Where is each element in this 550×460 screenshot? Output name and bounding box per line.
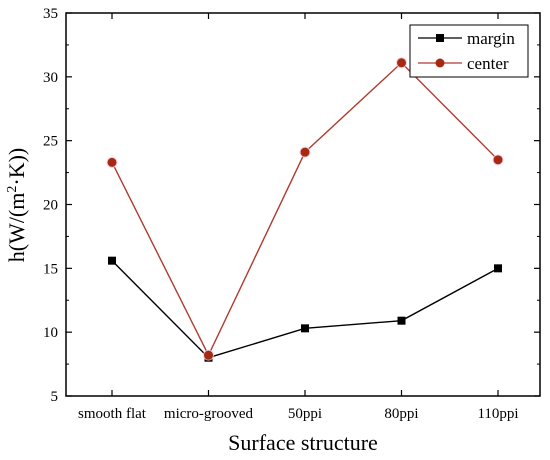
series-line-center [111, 61, 499, 357]
data-point-margin [494, 264, 502, 273]
y-tick-label: 15 [43, 261, 58, 277]
y-tick-label: 5 [51, 389, 59, 405]
data-point-center [300, 147, 310, 157]
y-tick-label: 35 [43, 6, 58, 22]
legend: margin center [409, 24, 529, 78]
data-point-margin [397, 316, 406, 325]
y-tick-label: 30 [43, 70, 58, 86]
legend-marker-center [435, 58, 445, 68]
y-axis-title: h(W/(m2·K)) [4, 148, 29, 263]
data-point-margin [301, 324, 309, 333]
y-tick-label: 20 [43, 198, 58, 214]
y-axis-title-sup: 2 [5, 186, 20, 193]
x-tick-label: 80ppi [384, 406, 418, 422]
axis-tick-labels: 5 10 15 20 25 30 35 smooth flat micro-grooved 50p… [43, 6, 519, 422]
y-tick-label: 10 [43, 325, 58, 341]
data-point-center [493, 155, 503, 165]
x-axis-title: Surface structure [228, 430, 378, 455]
legend-label-margin: margin [467, 29, 515, 48]
data-point-center [397, 58, 406, 68]
series-layer [106, 57, 504, 362]
x-tick-label: micro-grooved [164, 406, 254, 422]
data-point-margin [108, 256, 116, 265]
x-tick-label: smooth flat [78, 406, 147, 422]
y-axis-title-prefix: h(W/(m [4, 193, 29, 263]
y-tick-label: 25 [43, 134, 58, 150]
legend-marker-margin [436, 34, 444, 42]
data-point-center [204, 350, 213, 360]
legend-box [409, 24, 529, 78]
data-point-center [107, 157, 117, 167]
axis-ticks [66, 12, 540, 397]
x-tick-label: 50ppi [288, 406, 322, 422]
legend-label-center: center [467, 54, 509, 73]
x-tick-label: 110ppi [477, 406, 518, 422]
series-line-margin [111, 260, 499, 359]
y-axis-title-suffix: ·K)) [4, 148, 29, 186]
